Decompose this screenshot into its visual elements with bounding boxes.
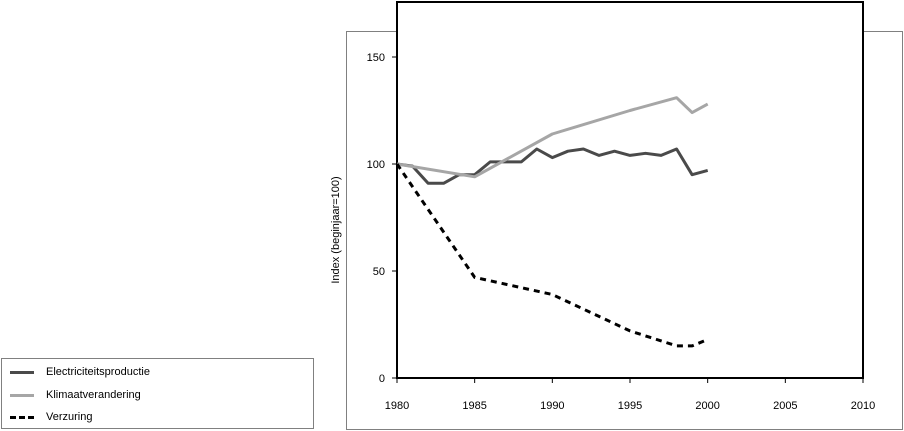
data-point-electriciteitsproductie-1997 (660, 154, 663, 157)
series-electriciteitsproductie (396, 147, 709, 185)
series-klimaatverandering (396, 96, 709, 179)
y-tick-label-50: 50 (373, 266, 385, 278)
data-point-verzuring-1998 (675, 344, 678, 347)
data-point-electriciteitsproductie-1986 (489, 160, 492, 163)
legend-item-klimaatverandering: Klimaatverandering (10, 387, 141, 403)
data-point-electriciteitsproductie-1998 (675, 148, 678, 151)
data-point-electriciteitsproductie-1991 (566, 150, 569, 153)
x-tick-label-2005: 2005 (773, 400, 797, 412)
data-point-electriciteitsproductie-1996 (644, 152, 647, 155)
x-tick-label-1995: 1995 (618, 400, 642, 412)
x-tick-label-2000: 2000 (695, 400, 719, 412)
data-point-verzuring-1999 (691, 344, 694, 347)
data-point-klimaatverandering-1985 (473, 175, 476, 178)
plot-area (396, 1, 864, 379)
data-point-verzuring-2000 (706, 338, 709, 341)
x-tick-label-1980: 1980 (385, 400, 409, 412)
data-point-electriciteitsproductie-1989 (535, 148, 538, 151)
legend-swatch-electriciteitsproductie (10, 370, 34, 374)
data-point-electriciteitsproductie-1983 (442, 182, 445, 185)
y-tick-label-0: 0 (379, 373, 385, 385)
series-line-electriciteitsproductie (396, 147, 709, 185)
data-point-verzuring-1985 (473, 276, 476, 279)
data-point-verzuring-1990 (551, 293, 554, 296)
series-line-klimaatverandering (396, 96, 709, 179)
legend-item-electriciteitsproductie: Electriciteitsproductie (10, 364, 150, 380)
data-point-klimaatverandering-2000 (706, 103, 709, 106)
data-point-electriciteitsproductie-1982 (427, 182, 430, 185)
data-point-electriciteitsproductie-1990 (551, 156, 554, 159)
legend: Electriciteitsproductie Klimaatveranderi… (1, 358, 314, 429)
data-point-verzuring-1980 (396, 163, 399, 166)
data-point-electriciteitsproductie-1992 (582, 148, 585, 151)
data-point-electriciteitsproductie-1995 (629, 154, 632, 157)
x-tick-label-1985: 1985 (462, 400, 486, 412)
data-point-electriciteitsproductie-2000 (706, 169, 709, 172)
series-layer (395, 96, 709, 348)
legend-label-electriciteitsproductie: Electriciteitsproductie (46, 366, 150, 378)
data-point-klimaatverandering-1995 (629, 109, 632, 112)
legend-swatch-klimaatverandering (10, 393, 34, 397)
axis-layer: 1980 1985 1990 1995 2000 2005 2010 0 50 100 150 (367, 52, 876, 412)
legend-label-verzuring: Verzuring (46, 411, 93, 423)
legend-swatch-verzuring (10, 415, 34, 419)
legend-label-klimaatverandering: Klimaatverandering (46, 389, 141, 401)
data-point-electriciteitsproductie-1999 (691, 173, 694, 176)
data-point-electriciteitsproductie-1988 (520, 160, 523, 163)
series-verzuring (395, 163, 709, 348)
legend-item-verzuring: Verzuring (10, 409, 92, 425)
data-point-klimaatverandering-1999 (691, 111, 694, 114)
y-axis-label: Index (beginjaar=100) (330, 176, 342, 283)
x-tick-label-1990: 1990 (540, 400, 564, 412)
y-tick-label-100: 100 (367, 159, 385, 171)
data-point-klimaatverandering-1998 (675, 96, 678, 99)
x-tick-label-2010: 2010 (851, 400, 875, 412)
series-line-verzuring (395, 163, 709, 348)
data-point-klimaatverandering-1990 (551, 133, 554, 136)
data-point-electriciteitsproductie-1993 (597, 154, 600, 157)
y-tick-label-150: 150 (367, 52, 385, 64)
data-point-electriciteitsproductie-1994 (613, 150, 616, 153)
data-point-verzuring-1995 (629, 329, 632, 332)
